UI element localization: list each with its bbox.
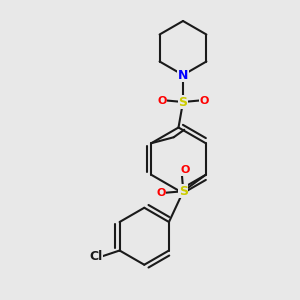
Text: S: S [178,95,188,109]
Text: O: O [156,188,166,198]
Text: O: O [157,95,167,106]
Text: S: S [179,185,188,198]
Text: O: O [199,95,209,106]
Text: N: N [178,68,188,82]
Text: Cl: Cl [89,250,102,263]
Text: O: O [180,165,190,175]
